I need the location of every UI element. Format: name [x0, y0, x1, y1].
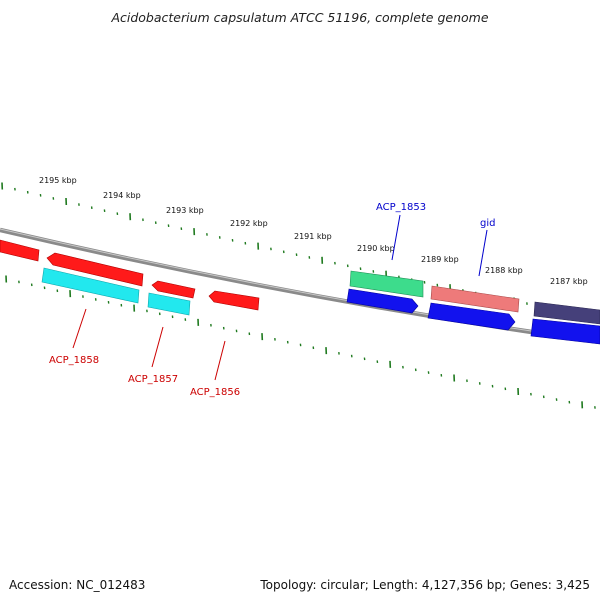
leader-gid [478, 229, 488, 277]
accession-text: Accession: NC_012483 [9, 578, 146, 592]
gene-red-small-2[interactable] [208, 290, 260, 311]
gene-salmon[interactable] [430, 285, 520, 313]
gene-green[interactable] [349, 270, 424, 298]
gene-label-gid[interactable]: gid [480, 218, 495, 229]
gene-red-small-1[interactable] [151, 280, 196, 299]
gene-blue-2[interactable] [427, 302, 516, 331]
leader-acp-1853 [391, 214, 401, 261]
gene-label-acp-1857[interactable]: ACP_1857 [128, 374, 178, 385]
scale-label-2187: 2187 kbp [550, 277, 588, 286]
genome-backbone-highlight [0, 228, 600, 342]
map-title: Acidobacterium capsulatum ATCC 51196, co… [110, 10, 488, 25]
scale-label-2189: 2189 kbp [421, 255, 459, 264]
scale-label-2192: 2192 kbp [230, 219, 268, 228]
gene-cyan-short[interactable] [147, 292, 191, 316]
gene-cyan-long[interactable] [41, 267, 140, 304]
inner-tick-ring [5, 275, 596, 409]
label-leaders [72, 214, 488, 381]
gene-label-acp-1856[interactable]: ACP_1856 [190, 387, 240, 398]
gene-blue-3[interactable] [530, 318, 600, 345]
scale-label-2195: 2195 kbp [39, 176, 77, 185]
scale-label-2194: 2194 kbp [103, 191, 141, 200]
gene-navy[interactable] [533, 301, 600, 325]
gene-red-long[interactable] [46, 252, 144, 287]
scale-label-2190: 2190 kbp [357, 244, 395, 253]
gene-labels: ACP_1858 ACP_1857 ACP_1856 ACP_1853 gid [49, 202, 495, 398]
gene-blue-1[interactable] [346, 288, 419, 314]
leader-acp-1858 [72, 308, 87, 349]
gene-label-acp-1853[interactable]: ACP_1853 [376, 202, 426, 213]
genome-summary-text: Topology: circular; Length: 4,127,356 bp… [260, 578, 590, 592]
gene-label-acp-1858[interactable]: ACP_1858 [49, 355, 99, 366]
genome-backbone [0, 227, 600, 345]
scale-label-2188: 2188 kbp [485, 266, 523, 275]
leader-acp-1857 [151, 326, 164, 368]
outer-strand-genes [0, 239, 600, 325]
scale-label-2193: 2193 kbp [166, 206, 204, 215]
gene-red-partial[interactable] [0, 239, 40, 262]
inner-strand-genes [41, 267, 600, 345]
scale-labels: 2195 kbp 2194 kbp 2193 kbp 2192 kbp 2191… [39, 176, 588, 286]
scale-label-2191: 2191 kbp [294, 232, 332, 241]
leader-acp-1856 [214, 340, 226, 381]
